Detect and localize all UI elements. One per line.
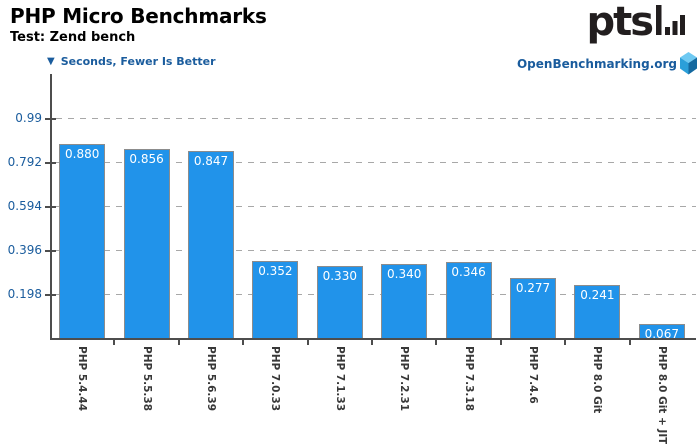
bar-php-8-0-git-jit: 0.067 xyxy=(638,324,685,342)
x-axis-line xyxy=(50,338,696,340)
x-axis-category-label: PHP 5.5.38 xyxy=(140,346,153,412)
x-axis-tick xyxy=(371,339,373,345)
x-axis-tick xyxy=(306,339,309,345)
x-axis-category-label: PHP 7.1.33 xyxy=(333,346,346,412)
openbenchmarking-label: OpenBenchmarking.org xyxy=(516,56,677,71)
x-axis-tick xyxy=(499,339,502,345)
y-axis-tick-label: 0.396 xyxy=(7,243,42,258)
gridline xyxy=(56,294,696,296)
openbenchmarking-cube-icon xyxy=(680,52,697,75)
gridline xyxy=(56,118,696,120)
bar-value-label: 0.241 xyxy=(580,288,615,303)
bar-php-5-5-38: 0.856 xyxy=(123,148,170,339)
bar-php-7-1-33: 0.330 xyxy=(316,265,363,339)
bar-php-7-3-18: 0.346 xyxy=(445,262,492,339)
x-axis-tick xyxy=(628,339,631,345)
unit-note: ▼ Seconds, Fewer Is Better xyxy=(47,55,216,68)
y-axis-tick-label: 0.99 xyxy=(15,111,42,126)
y-axis-tick-label: 0.594 xyxy=(7,199,42,214)
bar-value-label: 0.856 xyxy=(129,151,164,166)
x-axis-category-label: PHP 5.4.44 xyxy=(76,346,89,412)
openbenchmarking-link[interactable]: OpenBenchmarking.org xyxy=(517,52,697,75)
x-axis-category-label: PHP 7.3.18 xyxy=(462,346,475,412)
x-axis-category-label: PHP 8.0 Git xyxy=(591,346,604,414)
x-axis-category-label: PHP 5.6.39 xyxy=(205,346,217,412)
x-axis-category-label: PHP 7.2.31 xyxy=(398,346,411,412)
bar-value-label: 0.067 xyxy=(644,327,679,342)
bar-value-label: 0.340 xyxy=(387,266,422,281)
x-axis-category-label: PHP 8.0 Git + JIT xyxy=(655,346,668,444)
bar-value-label: 0.277 xyxy=(515,280,551,295)
bar-php-8-0-git: 0.241 xyxy=(574,285,621,339)
x-axis-category-label: PHP 7.0.33 xyxy=(269,346,282,412)
bar-php-5-6-39: 0.847 xyxy=(188,150,234,339)
y-axis-tick xyxy=(45,294,56,297)
y-axis-tick xyxy=(45,206,56,209)
bar-php-5-4-44: 0.880 xyxy=(59,143,106,339)
bar-value-label: 0.352 xyxy=(258,263,293,278)
x-axis-category-label: PHP 7.4.6 xyxy=(527,346,539,404)
bar-php-7-4-6: 0.277 xyxy=(510,277,556,339)
lower-is-better-triangle-icon: ▼ xyxy=(47,55,55,67)
x-axis-tick xyxy=(242,339,245,345)
bar-value-label: 0.330 xyxy=(322,268,357,283)
gridline xyxy=(56,250,696,252)
test-subtitle: Test: Zend bench xyxy=(10,30,136,45)
pts-logo-text: pts xyxy=(586,0,654,45)
bar-php-7-2-31: 0.340 xyxy=(381,263,428,339)
page-title: PHP Micro Benchmarks xyxy=(10,4,267,28)
y-axis-tick xyxy=(45,118,56,121)
bar-value-label: 0.346 xyxy=(451,265,486,280)
y-axis-tick xyxy=(45,162,56,165)
x-axis-tick xyxy=(435,339,438,345)
pts-logo: pts xyxy=(586,2,686,42)
unit-note-label: Seconds, Fewer Is Better xyxy=(60,55,216,68)
bar-value-label: 0.880 xyxy=(65,146,100,161)
y-axis-tick-label: 0.198 xyxy=(7,287,42,302)
x-axis-tick xyxy=(113,339,116,345)
y-axis-tick xyxy=(45,250,56,253)
x-axis-tick xyxy=(564,339,567,345)
bar-php-7-0-33: 0.352 xyxy=(252,260,299,339)
x-axis-tick xyxy=(177,339,180,345)
gridline xyxy=(56,206,696,208)
gridline xyxy=(56,162,696,164)
bar-value-label: 0.847 xyxy=(193,153,229,168)
y-axis-tick-label: 0.792 xyxy=(7,155,42,170)
pts-logo-bars-icon xyxy=(656,5,685,35)
